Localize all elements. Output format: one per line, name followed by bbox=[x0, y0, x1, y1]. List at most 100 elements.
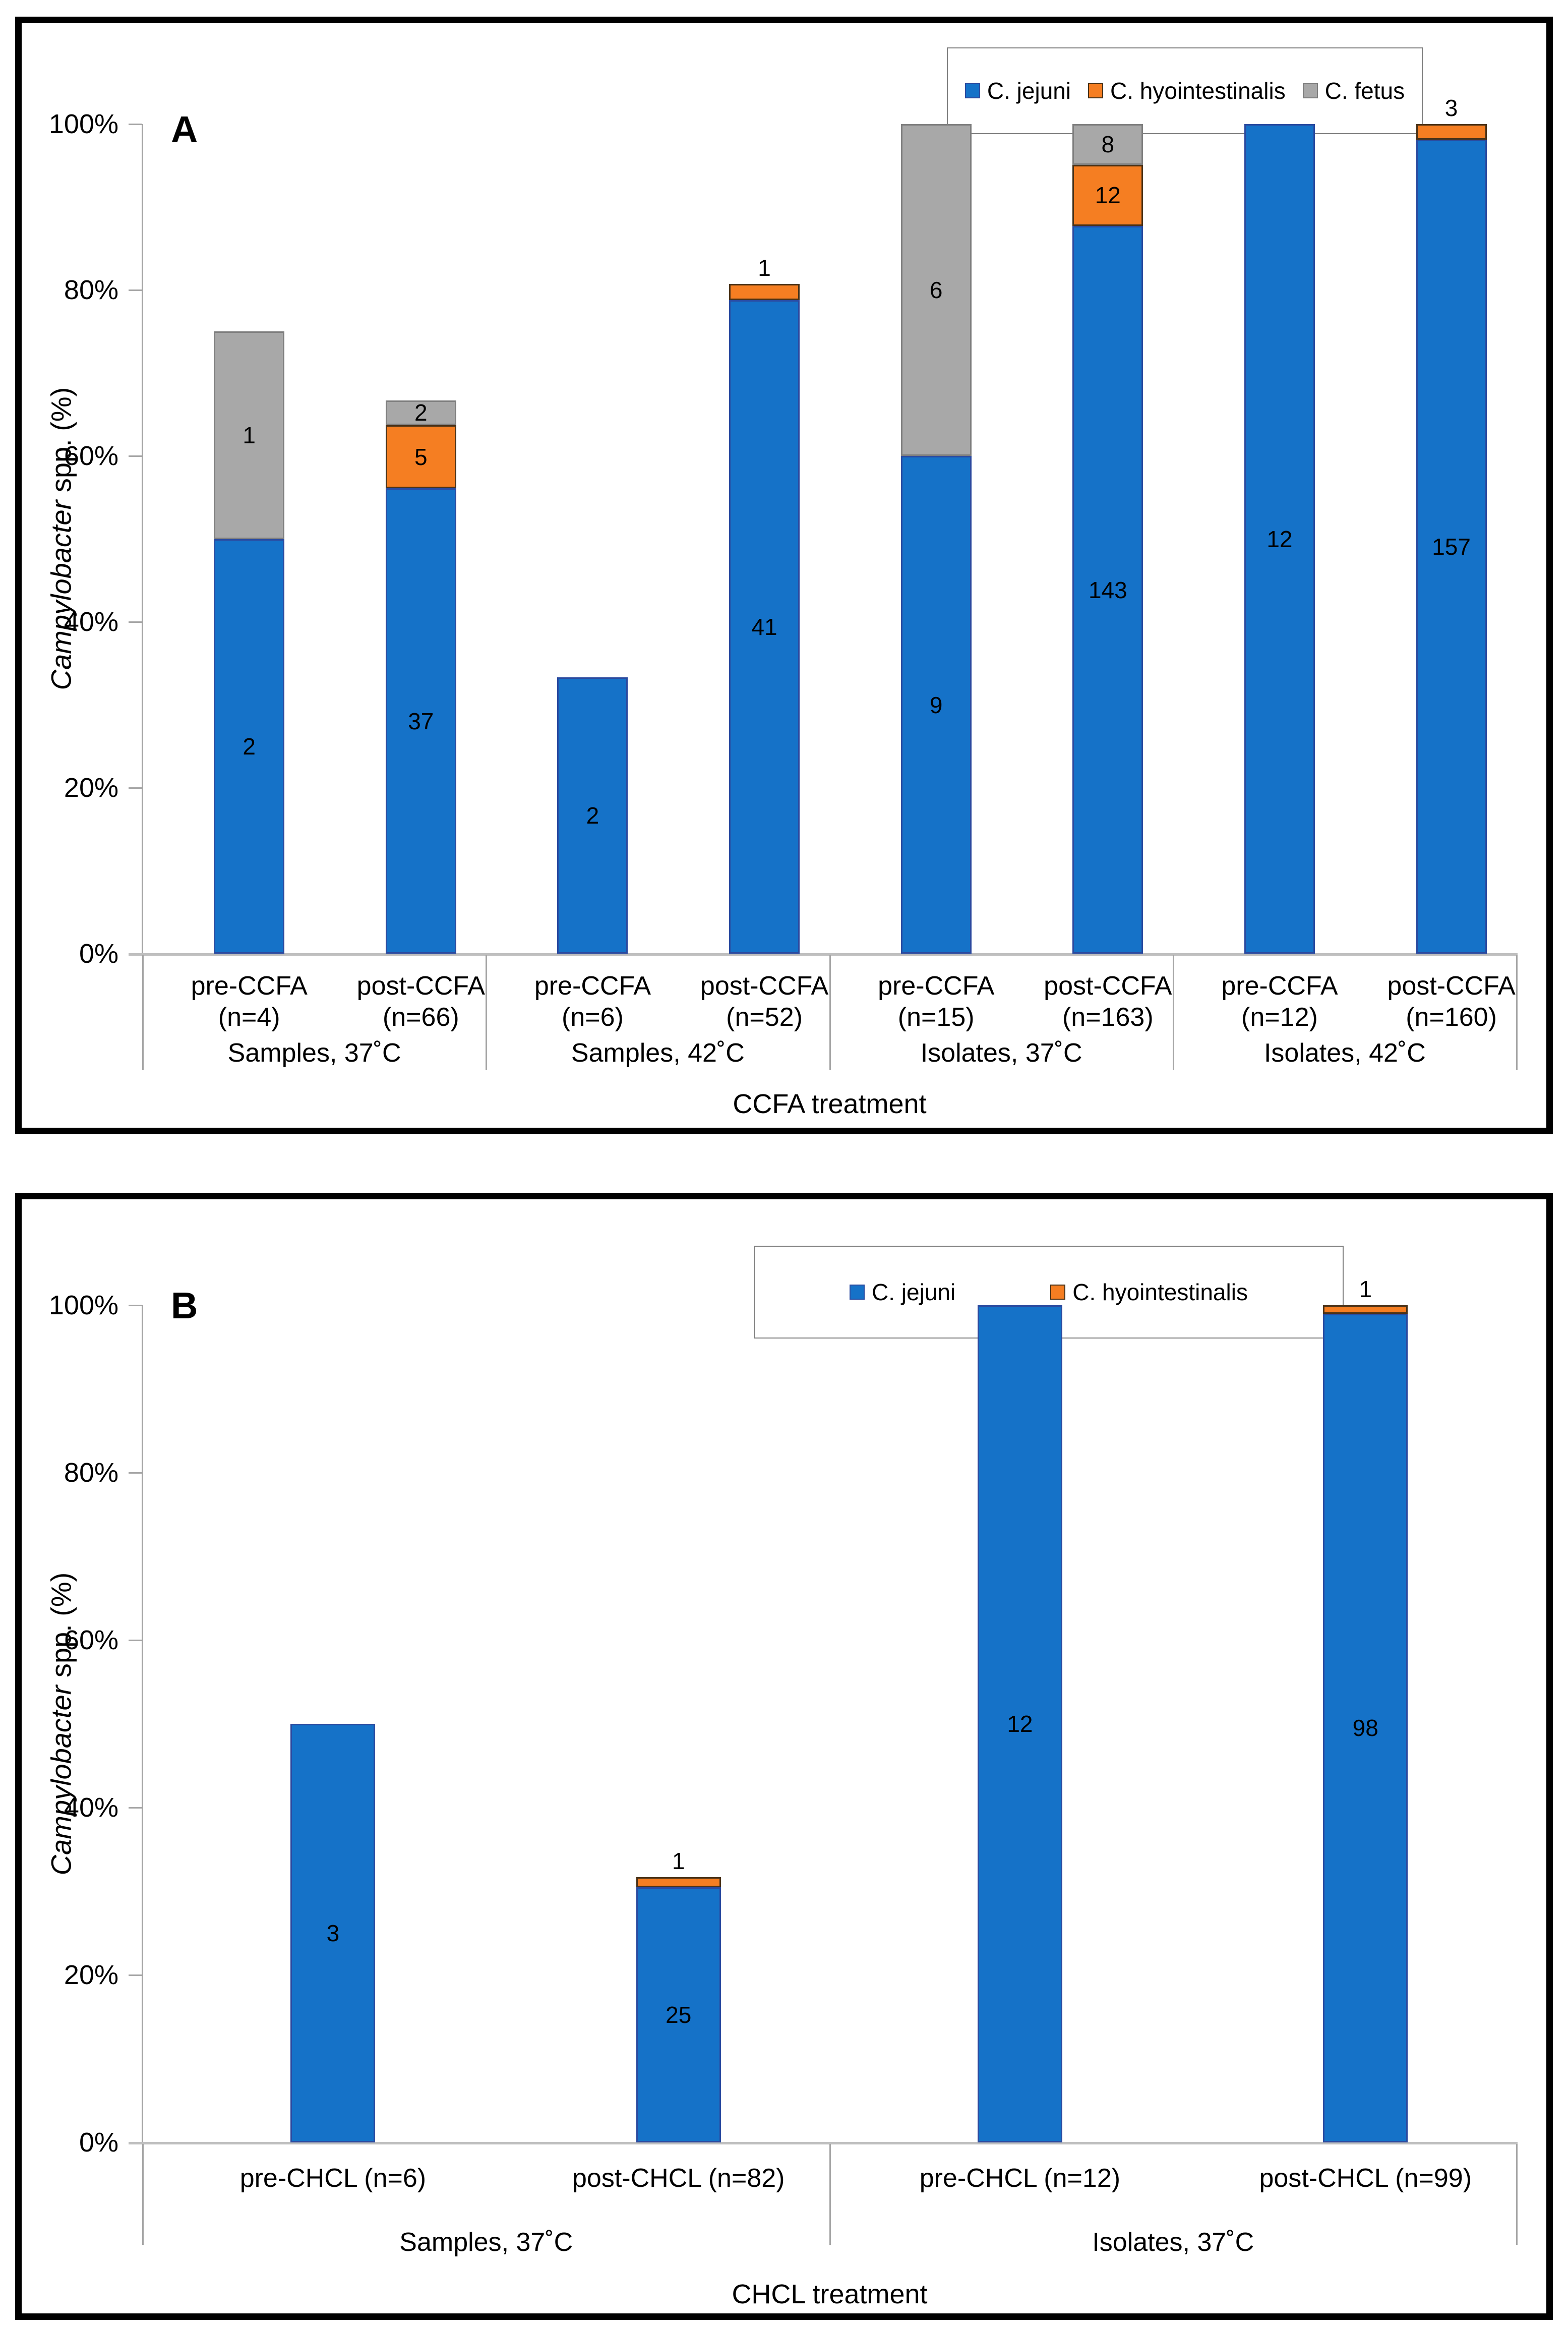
y-tick-label: 80% bbox=[64, 1458, 118, 1488]
y-axis-line bbox=[142, 124, 143, 955]
bar-value-label: 41 bbox=[751, 613, 777, 640]
y-tick bbox=[129, 787, 142, 789]
legend-item: C. hyointestinalis bbox=[1088, 77, 1286, 104]
legend-swatch-jejuni bbox=[964, 83, 980, 98]
x-tick-label-line: (n=163) bbox=[1062, 1003, 1154, 1032]
x-tick-label-line: post-CCFA bbox=[1044, 971, 1172, 1001]
bar-value-label: 98 bbox=[1352, 1715, 1378, 1741]
y-axis-title-italic: Campylobacter bbox=[45, 500, 77, 690]
x-tick-label: pre-CCFA (n=12) bbox=[1103, 970, 1456, 1033]
bar-segment-hyointestinalis bbox=[1416, 124, 1487, 140]
y-tick-label: 60% bbox=[64, 441, 118, 471]
legend-item: C. jejuni bbox=[964, 77, 1071, 104]
x-tick-label-line: pre-CCFA bbox=[1221, 971, 1338, 1001]
bar-value-label: 12 bbox=[1007, 1711, 1033, 1737]
legend-swatch-hyointestinalis bbox=[1088, 83, 1103, 98]
legend-item: C. fetus bbox=[1302, 77, 1405, 104]
legend-a: C. jejuni C. hyointestinalis C. fetus bbox=[947, 47, 1423, 134]
bar-value-label: 9 bbox=[929, 691, 943, 718]
x-tick-label: pre-CHCL (n=6) bbox=[156, 2163, 509, 2194]
group-label: Isolates, 37˚C bbox=[920, 1038, 1082, 1068]
legend-b: C. jejuni C. hyointestinalis bbox=[754, 1246, 1344, 1339]
group-divider bbox=[829, 955, 831, 1070]
group-divider bbox=[1516, 2144, 1518, 2245]
x-tick-label: post-CCFA (n=52) bbox=[588, 970, 941, 1033]
legend-label: C. jejuni bbox=[987, 78, 1071, 104]
panel-letter-a: A bbox=[171, 108, 198, 150]
legend-item: C. jejuni bbox=[850, 1278, 955, 1306]
y-tick-label: 0% bbox=[79, 2127, 118, 2158]
bar-segment-jejuni bbox=[1323, 1313, 1408, 2142]
y-tick bbox=[129, 1305, 142, 1306]
bar-value-label: 2 bbox=[243, 733, 256, 760]
x-tick-label: post-CCFA (n=160) bbox=[1275, 970, 1568, 1033]
x-tick-label-line: post-CCFA bbox=[356, 971, 485, 1001]
bar-value-label: 157 bbox=[1432, 534, 1471, 560]
bar-value-label: 25 bbox=[666, 2001, 692, 2028]
bar-value-label: 12 bbox=[1267, 526, 1293, 552]
bar-segment-jejuni bbox=[1416, 140, 1487, 954]
x-tick-label-line: pre-CHCL (n=12) bbox=[919, 2164, 1121, 2193]
x-tick-label: post-CCFA (n=163) bbox=[931, 970, 1284, 1033]
bar-segment-jejuni bbox=[977, 1305, 1062, 2142]
panel-letter-b: B bbox=[171, 1285, 198, 1326]
y-tick bbox=[129, 1807, 142, 1809]
x-axis-title-a: CCFA treatment bbox=[733, 1089, 927, 1119]
bar-value-label: 1 bbox=[758, 255, 771, 281]
x-axis-title-b: CHCL treatment bbox=[732, 2279, 928, 2309]
bar-segment-hyointestinalis bbox=[385, 425, 456, 489]
y-tick-label: 20% bbox=[64, 773, 118, 803]
x-tick-label: post-CCFA (n=66) bbox=[245, 970, 597, 1033]
bar-segment-fetus bbox=[214, 331, 285, 539]
legend-swatch-hyointestinalis bbox=[1050, 1285, 1066, 1300]
x-tick-label-line: (n=66) bbox=[382, 1003, 459, 1032]
bar-segment-fetus bbox=[900, 124, 972, 456]
x-tick-label: pre-CCFA (n=4) bbox=[73, 970, 426, 1033]
y-tick-label: 40% bbox=[64, 607, 118, 637]
group-label: Isolates, 42˚C bbox=[1263, 1038, 1426, 1068]
y-tick bbox=[129, 124, 142, 125]
bar-segment-jejuni bbox=[729, 300, 800, 954]
x-tick-label-line: (n=6) bbox=[562, 1003, 624, 1032]
y-tick-label: 60% bbox=[64, 1625, 118, 1655]
x-tick-label-line: post-CHCL (n=82) bbox=[572, 2164, 785, 2193]
bar-segment-hyointestinalis bbox=[1323, 1305, 1408, 1314]
group-divider bbox=[142, 955, 144, 1070]
x-tick-label-line: post-CHCL (n=99) bbox=[1259, 2164, 1472, 2193]
y-tick-label: 100% bbox=[48, 1290, 118, 1320]
x-tick-label-line: (n=160) bbox=[1406, 1003, 1497, 1032]
y-tick bbox=[129, 1472, 142, 1474]
bar-segment-jejuni bbox=[1244, 124, 1315, 954]
x-tick-label-line: (n=52) bbox=[726, 1003, 803, 1032]
legend-label: C. hyointestinalis bbox=[1072, 1279, 1248, 1305]
group-divider bbox=[486, 955, 488, 1070]
bar-segment-jejuni bbox=[214, 539, 285, 954]
x-tick-label-line: pre-CCFA bbox=[878, 971, 995, 1001]
x-tick-label-line: pre-CCFA bbox=[191, 971, 308, 1001]
group-label: Samples, 42˚C bbox=[571, 1038, 745, 1068]
bar-segment-jejuni bbox=[636, 1887, 721, 2142]
group-label: Samples, 37˚C bbox=[399, 2228, 573, 2257]
y-tick bbox=[129, 1974, 142, 1976]
group-label: Isolates, 37˚C bbox=[1092, 2228, 1254, 2257]
x-tick-label-line: post-CCFA bbox=[700, 971, 829, 1001]
x-tick-label: pre-CCFA (n=15) bbox=[760, 970, 1113, 1033]
x-tick-label-line: (n=4) bbox=[218, 1003, 280, 1032]
x-axis-line bbox=[129, 953, 1518, 956]
x-tick-label-line: post-CCFA bbox=[1387, 971, 1516, 1001]
group-divider bbox=[829, 2144, 831, 2245]
x-tick-label: pre-CCFA (n=6) bbox=[416, 970, 769, 1033]
legend-label: C. hyointestinalis bbox=[1110, 78, 1286, 104]
legend-label: C. jejuni bbox=[872, 1279, 956, 1305]
bar-segment-hyointestinalis bbox=[1072, 164, 1143, 226]
bar-value-label: 1 bbox=[672, 1847, 685, 1874]
bar-value-label: 3 bbox=[326, 1920, 340, 1946]
bar-segment-fetus bbox=[385, 400, 456, 426]
bar-segment-hyointestinalis bbox=[729, 284, 800, 300]
legend-swatch-fetus bbox=[1302, 83, 1318, 98]
bar-segment-jejuni bbox=[385, 488, 456, 954]
legend-item: C. hyointestinalis bbox=[1050, 1278, 1248, 1306]
legend-swatch-jejuni bbox=[850, 1285, 865, 1300]
x-tick-label-line: (n=12) bbox=[1241, 1003, 1318, 1032]
group-divider bbox=[142, 2144, 144, 2245]
